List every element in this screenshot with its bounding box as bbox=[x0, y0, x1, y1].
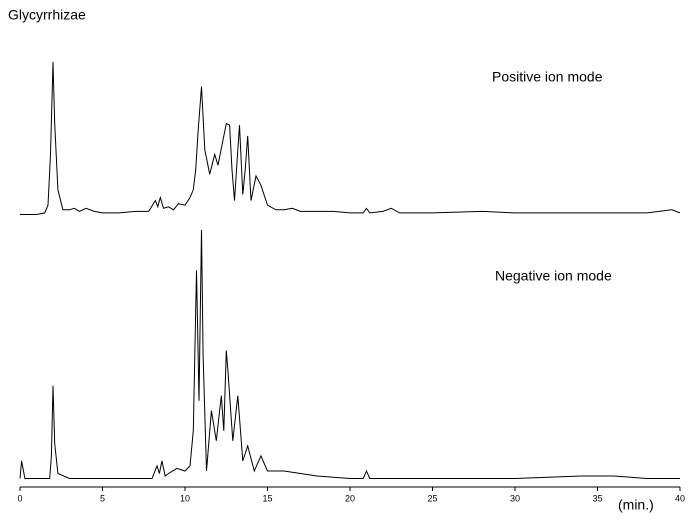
x-tick-label: 30 bbox=[510, 493, 520, 503]
x-tick-label: 10 bbox=[180, 493, 190, 503]
chart-title: Glycyrrhizae bbox=[8, 7, 86, 23]
x-tick-label: 20 bbox=[345, 493, 355, 503]
x-tick-label: 5 bbox=[100, 493, 105, 503]
x-tick-label: 0 bbox=[17, 493, 22, 503]
trace bbox=[20, 61, 681, 215]
x-tick-label: 40 bbox=[675, 493, 685, 503]
x-tick-label: 35 bbox=[592, 493, 602, 503]
x-tick-label: 25 bbox=[427, 493, 437, 503]
trace bbox=[19, 229, 680, 479]
x-axis-label: (min.) bbox=[618, 497, 654, 513]
x-tick-label: 15 bbox=[262, 493, 272, 503]
annotation: Negative ion mode bbox=[495, 268, 612, 284]
annotation: Positive ion mode bbox=[492, 69, 603, 85]
